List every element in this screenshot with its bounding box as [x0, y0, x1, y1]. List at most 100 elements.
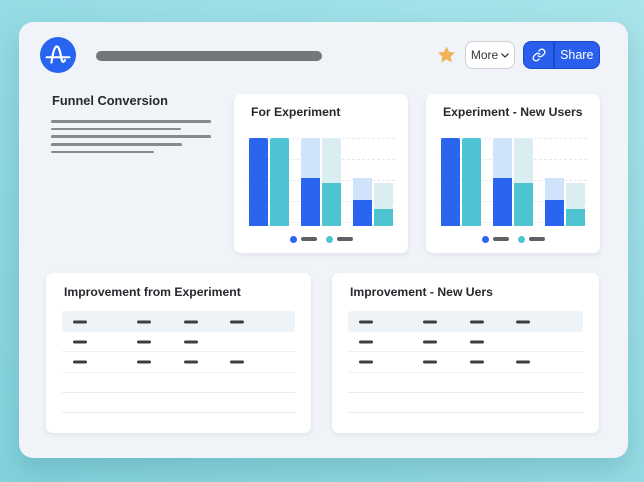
table-header-row: [62, 311, 295, 332]
bar-group-step-1: [440, 138, 482, 226]
funnel-conversion-title: Funnel Conversion: [52, 93, 168, 108]
cell-placeholder-dash: [73, 320, 87, 323]
bar-segment-dropoff: [374, 182, 394, 210]
bar-segment-dropoff: [566, 182, 586, 210]
bar-group-step-2: [492, 138, 534, 226]
share-button-divider: [553, 42, 555, 68]
table-card-improvement-new-uers[interactable]: Improvement - New Uers: [332, 273, 599, 433]
legend-label-placeholder: [336, 237, 353, 241]
bar-segment-converted: [300, 177, 320, 226]
funnel-bar-chart: [247, 138, 395, 226]
cell-placeholder-dash: [423, 360, 437, 364]
bar-segment-converted: [374, 209, 394, 226]
funnel-bar-series-teal: [514, 138, 534, 226]
bar-group-step-3: [544, 138, 586, 226]
chart-card-experiment-new-users[interactable]: Experiment - New Users: [426, 94, 600, 253]
table-row: [62, 332, 295, 353]
more-button[interactable]: More: [465, 41, 515, 69]
table-header-row: [348, 311, 583, 332]
cell-placeholder-dash: [230, 320, 244, 323]
cell-placeholder-dash: [137, 360, 151, 364]
cell-placeholder-dash: [516, 320, 530, 323]
chart-legend: [426, 235, 600, 243]
funnel-bar-series-blue: [544, 138, 564, 226]
gridline: [247, 180, 395, 181]
gridline: [439, 222, 587, 223]
cell-placeholder-dash: [423, 320, 437, 323]
cell-placeholder-dash: [184, 360, 198, 364]
chart-gridlines: [439, 138, 587, 226]
table-row: [62, 373, 295, 393]
share-button-label: Share: [560, 48, 594, 62]
gridline: [439, 201, 587, 202]
cell-placeholder-dash: [230, 360, 244, 364]
gridline: [247, 201, 395, 202]
funnel-bar-series-blue: [300, 138, 320, 226]
placeholder-text-line: [51, 120, 211, 123]
placeholder-text-line: [51, 135, 211, 138]
bar-segment-dropoff: [352, 177, 372, 200]
legend-label-placeholder: [300, 237, 317, 241]
bar-segment-converted: [270, 138, 290, 226]
bar-segment-converted: [352, 199, 372, 226]
bar-segment-converted: [322, 182, 342, 226]
chart-legend: [234, 235, 408, 243]
funnel-description-placeholder: [51, 120, 211, 158]
gridline: [439, 138, 587, 139]
favorite-star-icon[interactable]: [436, 45, 457, 65]
funnel-bar-series-teal: [270, 138, 290, 226]
table-row: [348, 373, 583, 393]
placeholder-table: [348, 311, 583, 414]
funnel-bar-series-teal: [322, 138, 342, 226]
link-icon: [524, 48, 553, 62]
cell-placeholder-dash: [184, 340, 198, 344]
chart-title: For Experiment: [251, 105, 341, 119]
table-row: [62, 352, 295, 373]
cell-placeholder-dash: [516, 360, 530, 364]
legend-dot-blue: [481, 235, 489, 243]
table-card-improvement-from-experiment[interactable]: Improvement from Experiment: [46, 273, 311, 433]
legend-label-placeholder: [528, 237, 545, 241]
chevron-down-icon: [501, 52, 510, 58]
funnel-bar-series-blue: [248, 138, 268, 226]
chart-title: Experiment - New Users: [443, 105, 583, 119]
cell-placeholder-dash: [137, 340, 151, 344]
bar-segment-dropoff: [514, 138, 534, 183]
gridline: [439, 159, 587, 160]
legend-dot-teal: [325, 235, 333, 243]
funnel-bar-series-blue: [492, 138, 512, 226]
cell-placeholder-dash: [359, 360, 373, 364]
legend-label-placeholder: [492, 237, 509, 241]
share-button[interactable]: Share: [523, 41, 600, 69]
dashboard-title-placeholder: [96, 51, 322, 61]
cell-placeholder-dash: [73, 360, 87, 364]
amplitude-logo-icon: [40, 37, 76, 73]
chart-bars: [439, 138, 587, 226]
table-row: [348, 352, 583, 373]
bar-group-step-1: [248, 138, 290, 226]
table-row: [62, 393, 295, 414]
legend-dot-blue: [289, 235, 297, 243]
funnel-bar-chart: [439, 138, 587, 226]
gridline: [439, 180, 587, 181]
more-button-label: More: [470, 48, 499, 62]
chart-card-for-experiment[interactable]: For Experiment: [234, 94, 408, 253]
bar-segment-converted: [566, 209, 586, 226]
cell-placeholder-dash: [73, 340, 87, 344]
chart-bars: [247, 138, 395, 226]
bar-segment-dropoff: [492, 138, 512, 178]
cell-placeholder-dash: [470, 320, 484, 323]
bar-segment-converted: [492, 177, 512, 226]
dashboard-window: More Share Funnel Conversion For Experim…: [19, 22, 628, 458]
gridline: [247, 138, 395, 139]
funnel-bar-series-teal: [462, 138, 482, 226]
cell-placeholder-dash: [470, 360, 484, 364]
bar-segment-dropoff: [544, 177, 564, 200]
funnel-bar-series-blue: [352, 138, 372, 226]
placeholder-text-line: [51, 150, 154, 154]
chart-gridlines: [247, 138, 395, 226]
bar-segment-converted: [462, 138, 482, 226]
cell-placeholder-dash: [359, 320, 373, 323]
table-row: [348, 393, 583, 414]
